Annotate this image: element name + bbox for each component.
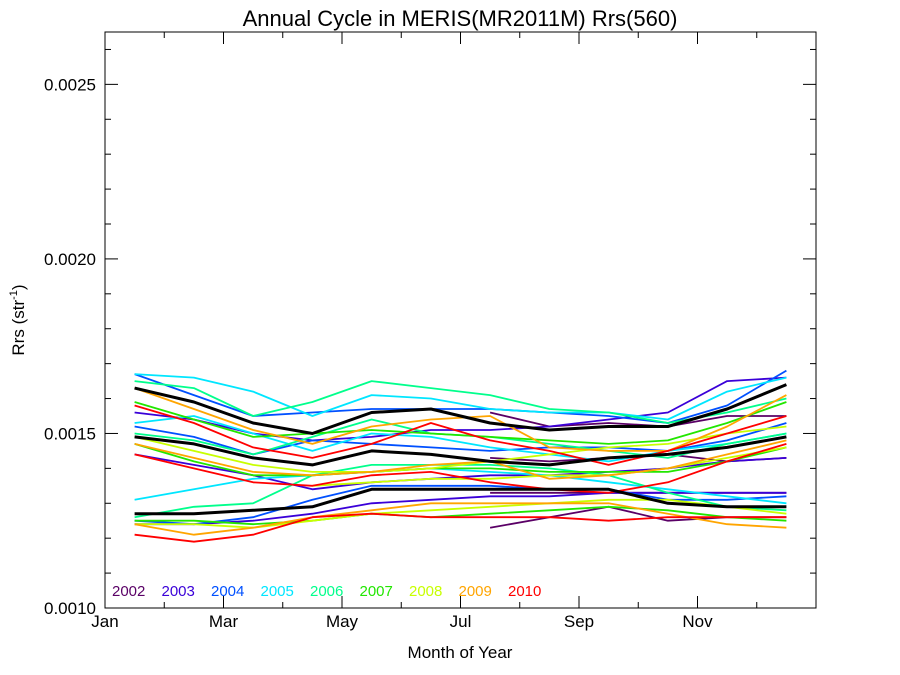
axis-tick-labels: Jan Mar May Jul Sep Nov 0.0010 0.0015 0.0020 0.00… (44, 75, 713, 631)
x-axis-label: Month of Year (408, 643, 513, 662)
series-line (134, 505, 787, 526)
series-line (134, 502, 787, 536)
series-line (134, 439, 787, 480)
series-line (134, 491, 787, 526)
y-axis-label-main: Rrs (str (9, 300, 28, 356)
y-tick-label: 0.0010 (44, 599, 96, 618)
series-lines (134, 369, 787, 543)
x-tick-label: Sep (564, 612, 594, 631)
y-tick-label: 0.0015 (44, 424, 96, 443)
series-line (134, 425, 787, 473)
series-line (134, 380, 787, 424)
series-line (134, 443, 787, 494)
legend-entry: 2003 (162, 583, 195, 600)
x-tick-label: Jul (450, 612, 472, 631)
series-line (134, 443, 787, 477)
series-line (134, 387, 787, 452)
legend-entry: 2002 (112, 583, 145, 600)
series-line (134, 369, 787, 424)
series-line-mean (134, 435, 787, 467)
series-line (134, 415, 787, 463)
x-tick-label: May (326, 612, 359, 631)
legend: 2002 2003 2004 2005 2006 2007 2008 2009 2010 (112, 583, 541, 600)
chart-title: Annual Cycle in MERIS(MR2011M) Rrs(560) (243, 6, 678, 31)
y-tick-label: 0.0020 (44, 250, 96, 269)
series-line (134, 484, 787, 526)
y-axis-label-superscript: -1 (8, 290, 20, 300)
x-tick-label: Jan (91, 612, 118, 631)
series-line-mean (134, 487, 787, 516)
legend-entry: 2009 (459, 583, 492, 600)
series-line (134, 401, 787, 445)
series-line (489, 411, 787, 428)
legend-entry: 2004 (211, 583, 244, 600)
x-tick-label: Mar (209, 612, 239, 631)
y-axis-label: Rrs (str-1) (8, 284, 28, 355)
legend-entry: 2005 (261, 583, 294, 600)
series-line (134, 512, 787, 543)
y-tick-label: 0.0025 (44, 75, 96, 94)
series-line (134, 373, 787, 421)
series-line (134, 498, 787, 529)
legend-entry: 2007 (360, 583, 393, 600)
legend-entry: 2006 (310, 583, 343, 600)
series-line-mean (134, 383, 787, 435)
series-line (312, 446, 787, 487)
series-line (134, 404, 787, 466)
x-tick-label: Nov (682, 612, 713, 631)
y-axis-label-close: ) (9, 284, 28, 290)
axis-ticks (104, 32, 816, 609)
legend-entry: 2008 (409, 583, 442, 600)
legend-entry: 2010 (508, 583, 541, 600)
